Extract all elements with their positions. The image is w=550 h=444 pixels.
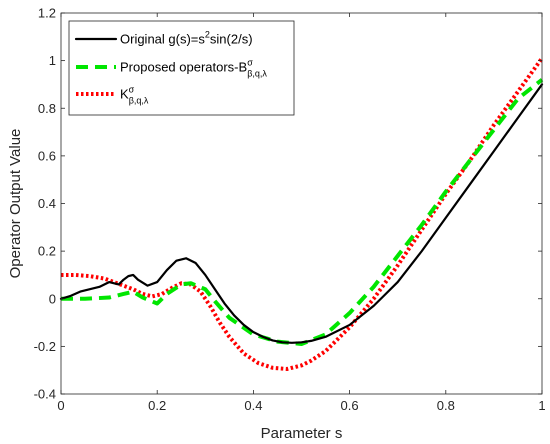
series-layer bbox=[59, 57, 544, 371]
legend-entry: Proposed operators-Bσ β,q,λ bbox=[120, 58, 267, 79]
x-tick-label: 0.4 bbox=[244, 398, 262, 413]
x-tick-label: 0.2 bbox=[148, 398, 166, 413]
legend-entry: Kσ β,q,λ bbox=[120, 85, 149, 106]
ticks-layer: 0 0.2 0.4 0.6 0.8 1 -0.4 -0.2 0 0.2 0.4 0.6 0.8 1 1.2 bbox=[34, 6, 546, 414]
y-tick-label: 1.2 bbox=[38, 6, 56, 21]
series-line-dashed bbox=[61, 78, 544, 346]
x-tick-label: 0.6 bbox=[341, 398, 359, 413]
legend: Original g(s)=s2sin(2/s) Proposed operato… bbox=[68, 20, 295, 116]
series-line-solid bbox=[59, 83, 544, 344]
x-tick-label: 1 bbox=[538, 398, 545, 413]
y-tick-label: 1 bbox=[49, 53, 56, 68]
y-tick-label: 0.8 bbox=[38, 101, 56, 116]
x-tick-label: 0 bbox=[57, 398, 64, 413]
x-tick-label: 0.8 bbox=[437, 398, 455, 413]
y-tick-label: 0.2 bbox=[38, 244, 56, 259]
y-tick-label: 0 bbox=[49, 291, 56, 306]
y-tick-label: 0.4 bbox=[38, 196, 56, 211]
y-tick-label: -0.2 bbox=[34, 339, 56, 354]
x-axis-label: Parameter s bbox=[261, 425, 343, 442]
y-tick-label: -0.4 bbox=[34, 387, 56, 402]
legend-entry: Original g(s)=s2sin(2/s) bbox=[120, 30, 253, 47]
y-tick-label: 0.6 bbox=[38, 148, 56, 163]
series-line-dotted bbox=[61, 57, 544, 371]
y-axis-label: Operator Output Value bbox=[7, 129, 24, 279]
